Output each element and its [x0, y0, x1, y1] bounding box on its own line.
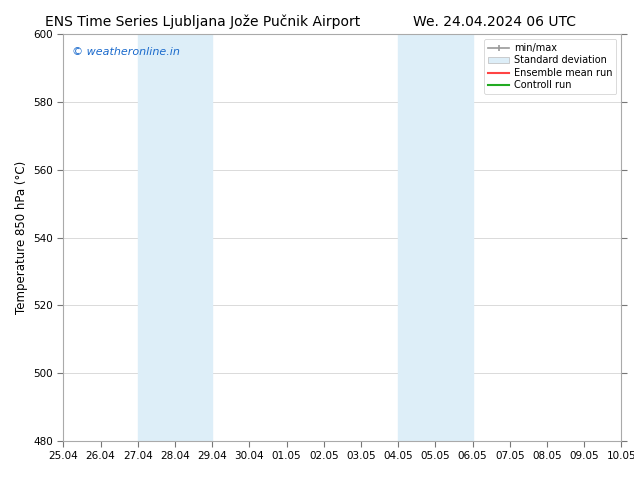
Text: © weatheronline.in: © weatheronline.in — [72, 47, 179, 56]
Text: ENS Time Series Ljubljana Jože Pučnik Airport: ENS Time Series Ljubljana Jože Pučnik Ai… — [45, 15, 361, 29]
Bar — [398, 34, 472, 441]
Y-axis label: Temperature 850 hPa (°C): Temperature 850 hPa (°C) — [15, 161, 28, 314]
Bar — [138, 34, 212, 441]
Legend: min/max, Standard deviation, Ensemble mean run, Controll run: min/max, Standard deviation, Ensemble me… — [484, 39, 616, 94]
Text: We. 24.04.2024 06 UTC: We. 24.04.2024 06 UTC — [413, 15, 576, 29]
